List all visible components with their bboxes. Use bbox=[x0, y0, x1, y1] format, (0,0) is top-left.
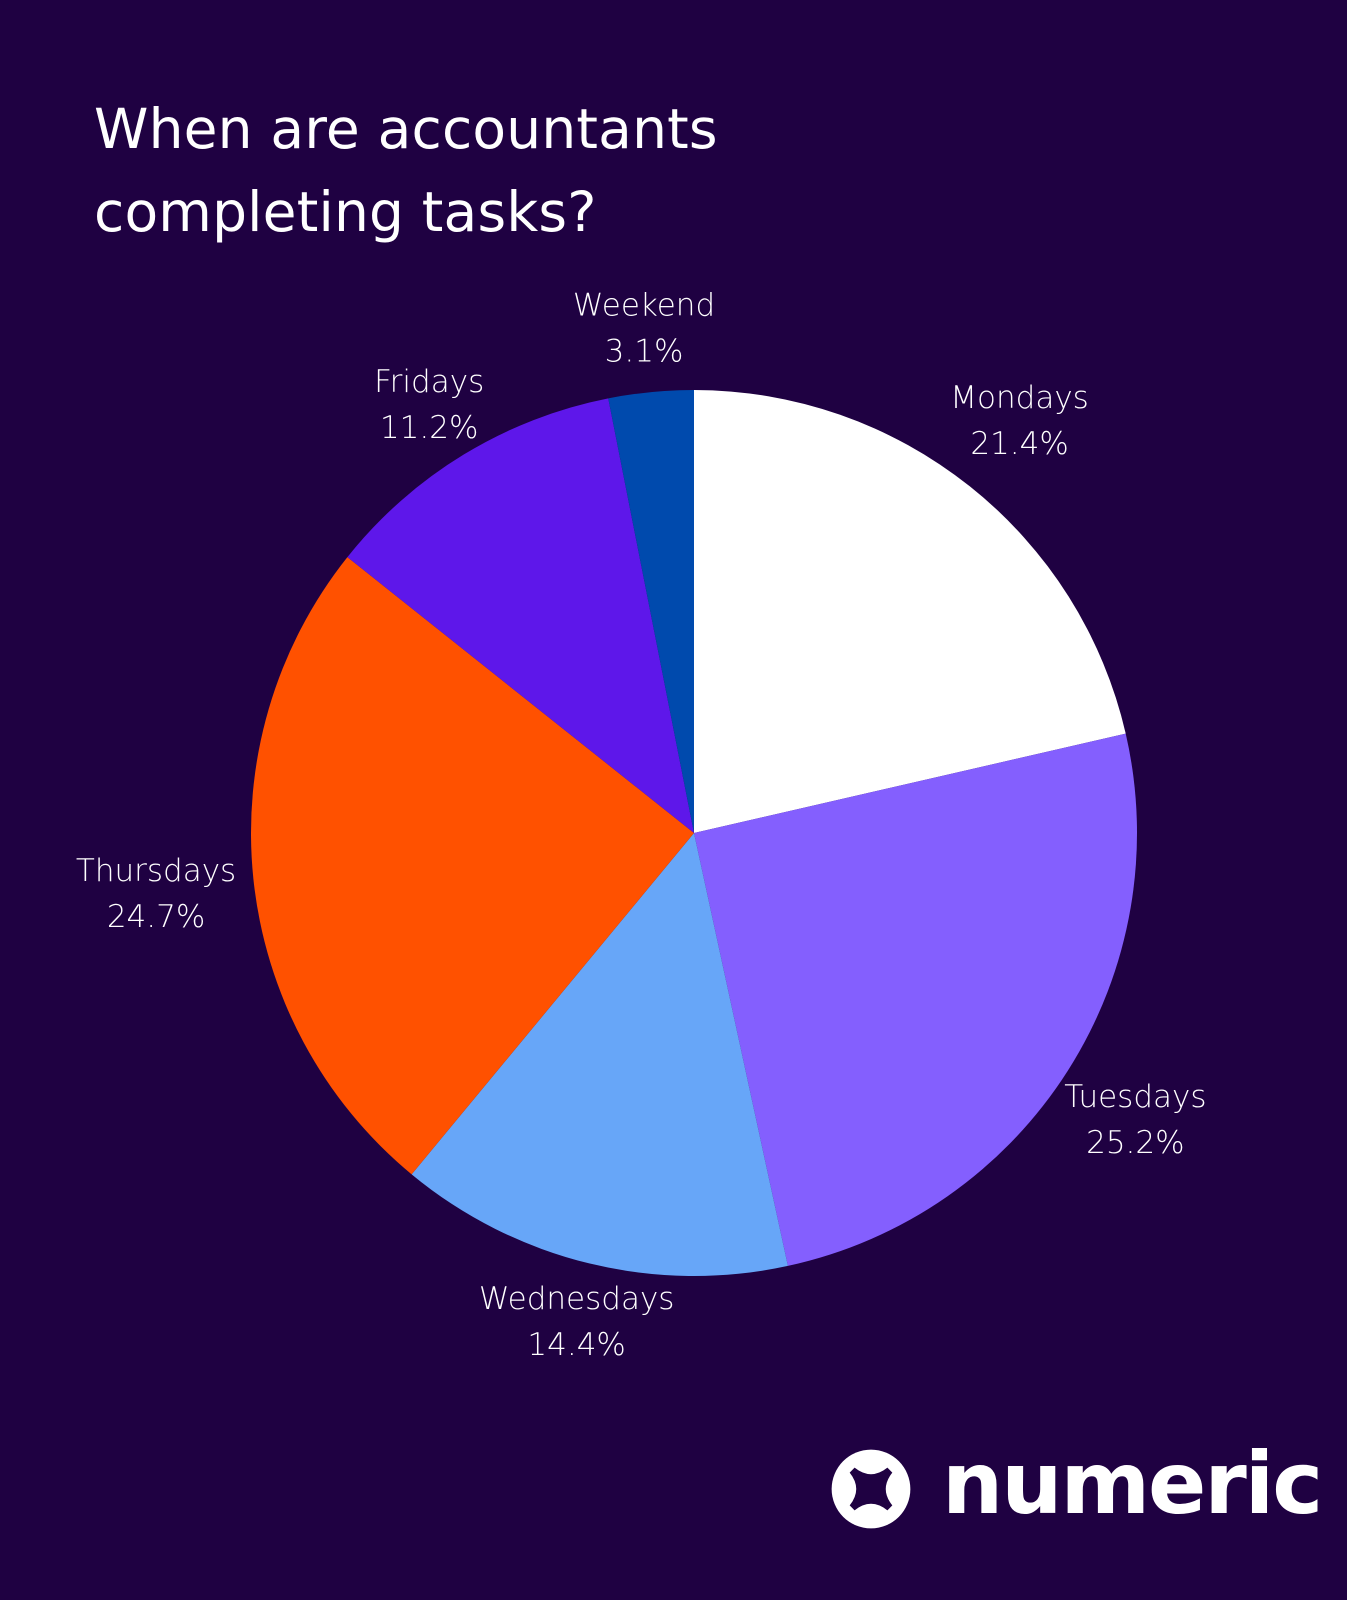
slice-value-mondays: 21.4% bbox=[970, 426, 1068, 462]
slice-value-thursdays: 24.7% bbox=[107, 899, 205, 935]
slice-label-tuesdays: Tuesdays bbox=[1064, 1079, 1206, 1115]
pie-slice-tuesdays bbox=[694, 733, 1137, 1266]
numeric-logo-icon bbox=[831, 1449, 911, 1529]
slice-label-wednesdays: Wednesdays bbox=[479, 1281, 675, 1317]
slice-value-weekend: 3.1% bbox=[605, 334, 684, 370]
slice-label-thursdays: Thursdays bbox=[76, 853, 236, 889]
numeric-logo: numeric bbox=[830, 1434, 1323, 1536]
pie-chart: Mondays 21.4% Tuesdays 25.2% Wednesdays 14.4%… bbox=[76, 288, 1207, 1364]
slice-value-fridays: 11.2% bbox=[380, 410, 478, 446]
pie-slices bbox=[250, 390, 1137, 1276]
pie-slice-fridays bbox=[347, 398, 694, 833]
slice-label-mondays: Mondays bbox=[950, 380, 1089, 416]
pie-slice-weekend bbox=[608, 390, 694, 833]
slice-value-wednesdays: 14.4% bbox=[527, 1327, 625, 1363]
slice-label-fridays: Fridays bbox=[374, 364, 484, 400]
slice-label-weekend: Weekend bbox=[573, 288, 715, 324]
brand-name: numeric bbox=[942, 1434, 1323, 1534]
pie-slice-wednesdays bbox=[411, 833, 788, 1276]
pie-slice-thursdays bbox=[250, 557, 694, 1175]
chart-title: When are accountants completing tasks? bbox=[94, 97, 718, 244]
pie-labels: Mondays 21.4% Tuesdays 25.2% Wednesdays 14.4%… bbox=[76, 288, 1207, 1364]
pie-slice-mondays bbox=[694, 390, 1126, 833]
slice-value-tuesdays: 25.2% bbox=[1086, 1125, 1184, 1161]
